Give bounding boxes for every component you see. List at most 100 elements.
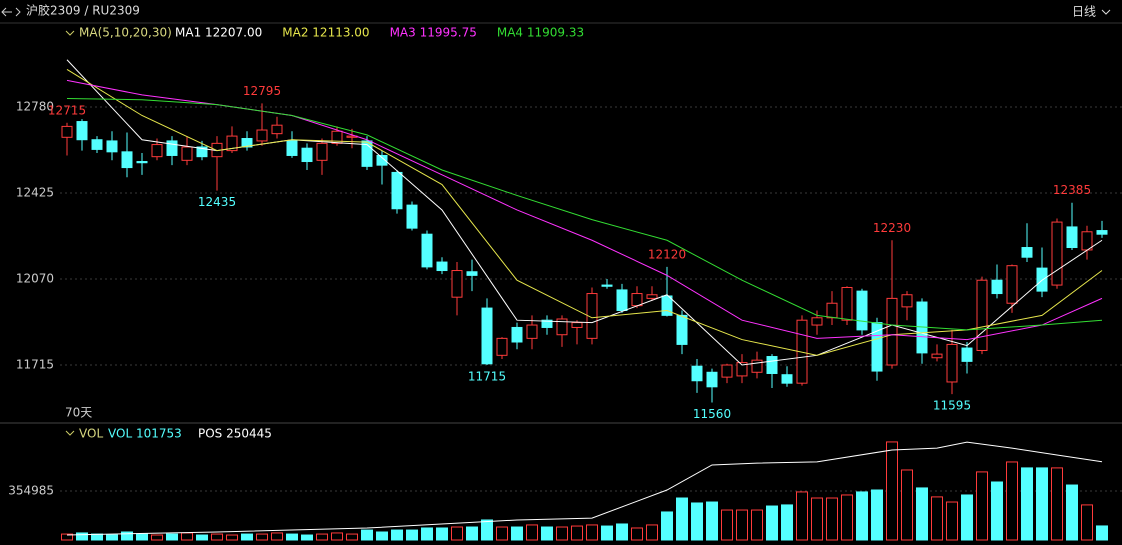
volume-bar [436,527,448,541]
candle-body [76,121,88,141]
candle-body [361,140,373,167]
span-label: 70天 [65,406,92,420]
candle-body [856,290,868,331]
volume-bar [76,532,88,541]
volume-bar [316,533,328,541]
volume-bar [916,487,928,541]
candle-body [496,337,508,356]
period-select[interactable]: 日线 [1072,5,1096,19]
volume-bar [721,509,733,541]
volume-bar [826,497,838,541]
volume-bar [196,534,208,541]
candle-body [586,293,598,339]
volume-bar [256,533,268,541]
high-label: 12230 [873,221,911,235]
volume-bar [1081,504,1093,541]
volume-bar [496,526,508,541]
volume-bar [511,526,523,541]
candle-body [256,129,268,142]
candle-body [826,302,838,319]
candle-body [376,154,388,166]
candle-body [751,359,763,373]
volume-bar [301,534,313,541]
vol-legend-title: VOL [79,427,103,441]
volume-bar [211,533,223,541]
candle-body [616,289,628,312]
candle-body [181,146,193,161]
period-chevron[interactable] [1101,9,1111,15]
y-tick-label: 12780 [16,100,54,114]
volume-bar [376,531,388,541]
volume-bar [121,531,133,541]
volume-bar [901,469,913,541]
candle-body [466,271,478,276]
volume-bar [1036,467,1048,541]
volume-bar [601,525,613,541]
volume-bar [766,505,778,541]
candle-body [1096,230,1108,235]
ma-legend-item: MA3 11995.75 [390,26,477,40]
y-tick-label: 12425 [16,186,54,200]
candle-body [316,142,328,161]
ma-legend-item: MA1 12207.00 [175,26,262,40]
candle-body [886,297,898,366]
candle-body [526,324,538,339]
volume-bar [841,494,853,541]
candle-body [331,130,343,144]
candle-body [1021,247,1033,258]
volume-bar [991,481,1003,541]
volume-bar [946,501,958,541]
back-icon[interactable] [1,7,21,17]
candle-body [571,322,583,328]
volume-bar [466,526,478,541]
low-label: 11715 [468,370,506,384]
volume-bar [391,529,403,541]
candle-body [976,279,988,351]
volume-bar [616,523,628,541]
candle-body [286,140,298,156]
volume-bar [226,534,238,541]
symbol: 沪胶2309 / RU2309 [26,3,140,18]
candle-body [736,362,748,377]
candle-body [121,151,133,169]
candle-body [271,124,283,135]
volume-bar [541,526,553,541]
candle-body [811,317,823,326]
candle-body [106,140,118,153]
candle-body [721,364,733,378]
volume-bar [346,533,358,541]
candle-body [61,125,73,138]
candle-body [1066,226,1078,249]
candle-body [781,374,793,384]
candle-body [541,319,553,328]
volume-bar [1066,484,1078,541]
back-arrow[interactable] [1,7,21,17]
volume-bar [811,497,823,541]
volume-bar [1051,467,1063,541]
candle-body [196,146,208,158]
vol-toggle[interactable] [65,430,75,436]
volume-bar [961,494,973,541]
candle-body [451,270,463,298]
volume-bar [886,441,898,541]
ma-legend-item: MA4 11909.33 [497,26,584,40]
candle-body [1006,265,1018,304]
volume-bar [136,533,148,541]
ma-line [66,69,1103,356]
volume-bar [751,509,763,541]
volume-bar [1096,525,1108,541]
volume-bar [406,529,418,541]
candle-body [91,139,103,150]
volume-bar [646,524,658,541]
volume-bar [736,509,748,541]
high-label: 12715 [48,103,86,117]
volume-bar [871,489,883,541]
low-label: 11595 [933,399,971,413]
ma-toggle[interactable] [65,30,75,36]
candle-body [301,147,313,163]
volume-bar [976,471,988,541]
volume-bar [151,534,163,541]
candle-body [961,347,973,362]
vol-tick-label: 354985 [8,483,54,497]
candle-body [511,326,523,343]
